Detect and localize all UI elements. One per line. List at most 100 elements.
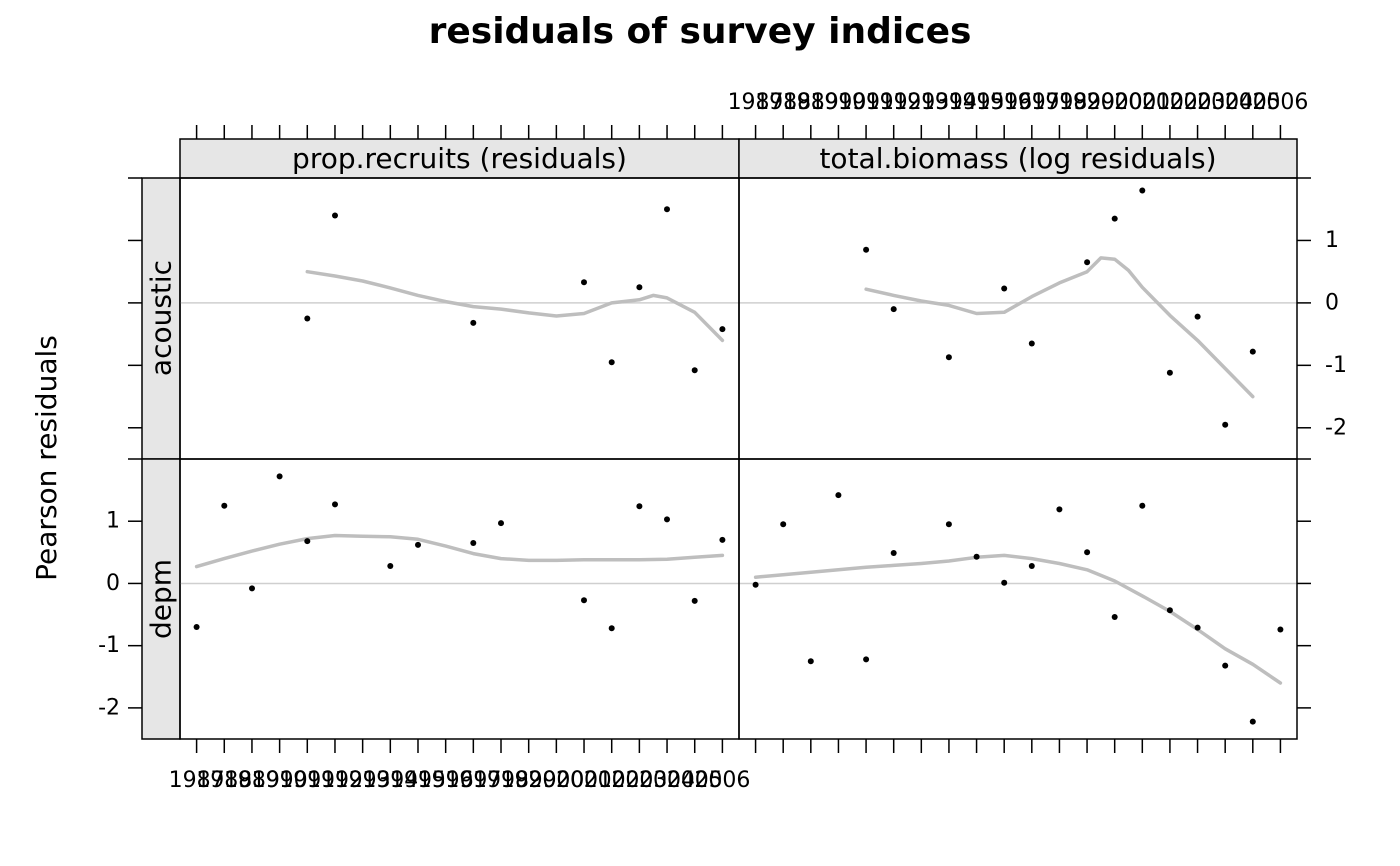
- x-tick-label-top: 1996: [976, 90, 1032, 115]
- x-tick-label-top: 1991: [838, 90, 894, 115]
- y-tick-label-right: 0: [1325, 290, 1339, 315]
- data-point-acoustic-prop-recruits: [691, 367, 698, 374]
- y-axis-label: Pearson residuals: [30, 335, 63, 581]
- x-tick-label-bottom: 1994: [362, 768, 418, 793]
- data-point-depm-prop-recruits: [276, 473, 283, 480]
- chart-title: residuals of survey indices: [429, 11, 972, 52]
- data-point-depm-total-biomass: [1222, 662, 1229, 669]
- data-point-depm-prop-recruits: [719, 536, 726, 543]
- x-tick-label-top: 1993: [893, 90, 949, 115]
- data-point-depm-total-biomass: [1249, 718, 1256, 725]
- data-point-acoustic-total-biomass: [1249, 348, 1256, 355]
- data-point-depm-prop-recruits: [498, 520, 504, 527]
- x-tick-label-top: 1998: [1031, 90, 1087, 115]
- panel-frame-depm-prop-recruits: [179, 458, 740, 740]
- y-tick-label-right: 1: [1325, 228, 1339, 253]
- panel-layer: [180, 187, 1297, 725]
- data-point-acoustic-total-biomass: [1222, 421, 1229, 428]
- data-point-depm-prop-recruits: [470, 540, 477, 546]
- row-strip-depm: [141, 458, 181, 740]
- x-tick-label-top: 1988: [755, 90, 811, 115]
- x-tick-label-bottom: 1997: [445, 768, 501, 793]
- data-point-depm-prop-recruits: [636, 503, 643, 510]
- y-tick-label-right: -2: [1325, 415, 1347, 440]
- x-tick-label-top: 2000: [1087, 90, 1143, 115]
- data-point-acoustic-prop-recruits: [304, 315, 311, 322]
- data-point-depm-total-biomass: [1139, 502, 1146, 509]
- data-point-acoustic-total-biomass: [1028, 340, 1035, 347]
- data-point-acoustic-prop-recruits: [470, 319, 477, 326]
- x-tick-label-bottom: 2006: [694, 768, 750, 793]
- data-point-acoustic-prop-recruits: [581, 279, 587, 286]
- x-tick-label-bottom: 1990: [252, 768, 308, 793]
- data-point-acoustic-total-biomass: [1084, 259, 1091, 266]
- data-point-depm-total-biomass: [1166, 607, 1173, 614]
- x-tick-label-top: 2002: [1142, 90, 1198, 115]
- x-tick-label-bottom: 1988: [196, 768, 252, 793]
- data-point-acoustic-total-biomass: [1001, 285, 1008, 292]
- x-tick-label-top: 2001: [1114, 90, 1170, 115]
- data-point-acoustic-prop-recruits: [636, 284, 643, 291]
- data-point-acoustic-total-biomass: [863, 246, 870, 253]
- data-point-depm-prop-recruits: [415, 541, 421, 548]
- x-tick-label-top: 1995: [949, 90, 1005, 115]
- data-point-depm-total-biomass: [1277, 626, 1284, 633]
- data-point-acoustic-total-biomass: [890, 306, 897, 313]
- data-point-depm-prop-recruits: [691, 597, 698, 604]
- y-tick-label-left: -2: [98, 695, 120, 720]
- data-point-depm-prop-recruits: [581, 597, 587, 604]
- y-tick-label-left: 0: [106, 571, 120, 596]
- data-point-acoustic-total-biomass: [945, 354, 952, 361]
- data-point-acoustic-total-biomass: [1194, 313, 1201, 320]
- data-point-depm-prop-recruits: [221, 502, 228, 509]
- data-point-depm-prop-recruits: [304, 538, 311, 545]
- x-tick-label-top: 1989: [783, 90, 839, 115]
- x-tick-label-bottom: 1996: [418, 768, 474, 793]
- column-strip-total-biomass: [738, 138, 1298, 179]
- x-tick-label-top: 1997: [1004, 90, 1060, 115]
- x-tick-label-bottom: 1989: [224, 768, 280, 793]
- data-point-depm-total-biomass: [807, 658, 814, 665]
- row-strip-label-depm: depm: [145, 559, 178, 639]
- smoother-line-acoustic-prop-recruits: [305, 269, 725, 343]
- panel-frame-acoustic-prop-recruits: [179, 177, 740, 460]
- smoother-line-acoustic-total-biomass: [864, 256, 1255, 399]
- y-tick-label-left: 1: [106, 509, 120, 534]
- x-tick-label-top: 1992: [866, 90, 922, 115]
- smoother-line-depm-prop-recruits: [194, 533, 725, 569]
- data-point-depm-total-biomass: [945, 521, 952, 528]
- x-tick-label-bottom: 1999: [501, 768, 557, 793]
- data-point-depm-total-biomass: [1194, 624, 1201, 631]
- x-tick-label-bottom: 1998: [473, 768, 529, 793]
- x-tick-label-bottom: 2005: [667, 768, 723, 793]
- x-tick-label-bottom: 1995: [390, 768, 446, 793]
- data-point-acoustic-total-biomass: [1166, 369, 1173, 376]
- data-point-depm-total-biomass: [1028, 563, 1035, 569]
- data-point-depm-prop-recruits: [608, 625, 615, 632]
- x-tick-label-bottom: 1992: [307, 768, 363, 793]
- data-point-depm-total-biomass: [1056, 506, 1063, 513]
- x-tick-label-bottom: 2002: [584, 768, 640, 793]
- data-point-depm-prop-recruits: [193, 624, 200, 630]
- data-point-depm-prop-recruits: [249, 585, 255, 592]
- panel-frame-acoustic-total-biomass: [738, 177, 1298, 460]
- axes-layer: 1987198719881988198919891990199019911991…: [98, 90, 1347, 793]
- data-point-depm-total-biomass: [835, 492, 842, 499]
- x-tick-label-top: 1999: [1059, 90, 1115, 115]
- x-tick-label-bottom: 1993: [335, 768, 391, 793]
- data-point-depm-total-biomass: [973, 553, 980, 560]
- data-point-acoustic-prop-recruits: [608, 359, 615, 366]
- x-tick-label-top: 2003: [1170, 90, 1226, 115]
- smoother-line-depm-total-biomass: [753, 553, 1283, 685]
- column-strip-label-total-biomass: total.biomass (log residuals): [819, 142, 1216, 175]
- data-point-acoustic-total-biomass: [1139, 187, 1146, 194]
- data-point-acoustic-prop-recruits: [664, 206, 670, 213]
- y-axis-label-group: Pearson residuals: [30, 335, 63, 581]
- x-tick-label-top: 2005: [1225, 90, 1281, 115]
- x-tick-label-bottom: 2001: [556, 768, 612, 793]
- data-point-depm-total-biomass: [1001, 579, 1008, 586]
- x-tick-label-top: 1990: [810, 90, 866, 115]
- column-strip-prop-recruits: [179, 138, 740, 179]
- x-tick-label-bottom: 2004: [639, 768, 695, 793]
